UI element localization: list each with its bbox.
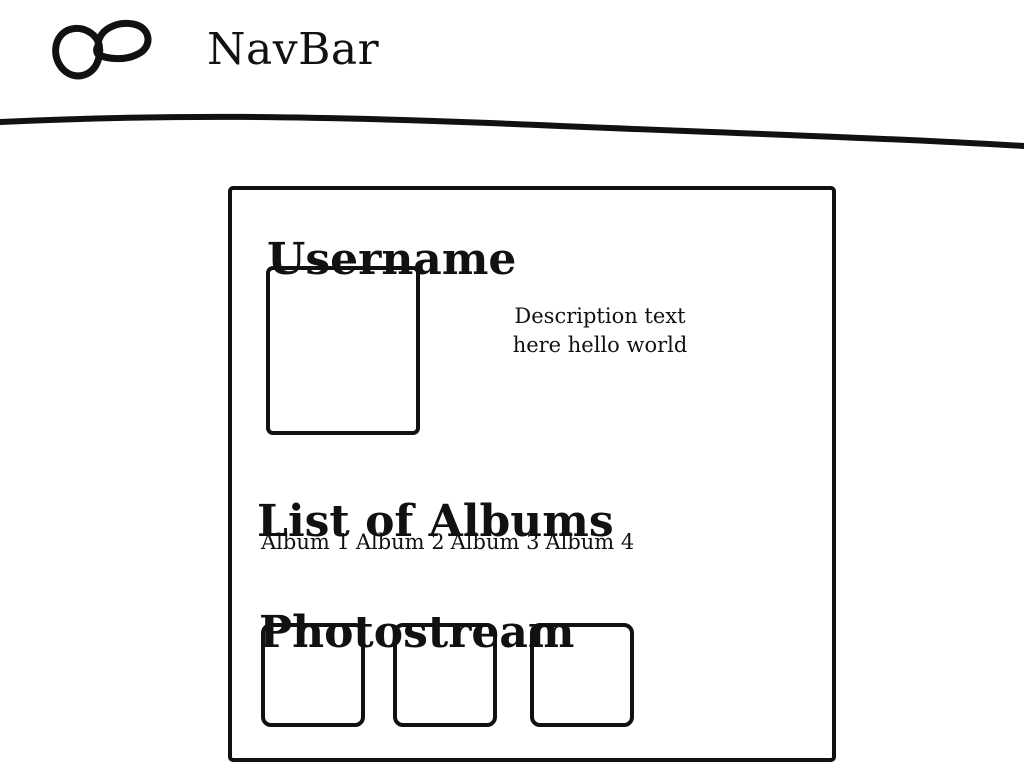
album-link-3[interactable]: Album 3 [450,530,540,554]
logo-icon[interactable] [50,18,154,82]
albums-heading: List of Albums [257,495,614,547]
navbar-title: NavBar [207,24,380,75]
navbar-divider [0,113,1024,149]
album-link-4[interactable]: Album 4 [545,530,635,554]
profile-description: Description text here hello world [480,302,720,360]
username-heading: Username [267,234,517,286]
profile-card [228,186,836,762]
albums-list: Album 1 Album 2 Album 3 Album 4 [261,528,634,556]
photostream-photo-3[interactable] [530,623,634,727]
album-link-1[interactable]: Album 1 [261,530,350,554]
album-link-2[interactable]: Album 2 [355,530,445,554]
profile-avatar-placeholder[interactable] [266,266,420,435]
photostream-photo-2[interactable] [393,623,497,727]
description-line-1: Description text [514,304,686,328]
photostream-heading: Photostream [259,606,575,658]
description-line-2: here hello world [512,333,688,357]
photostream-photo-1[interactable] [261,623,365,727]
